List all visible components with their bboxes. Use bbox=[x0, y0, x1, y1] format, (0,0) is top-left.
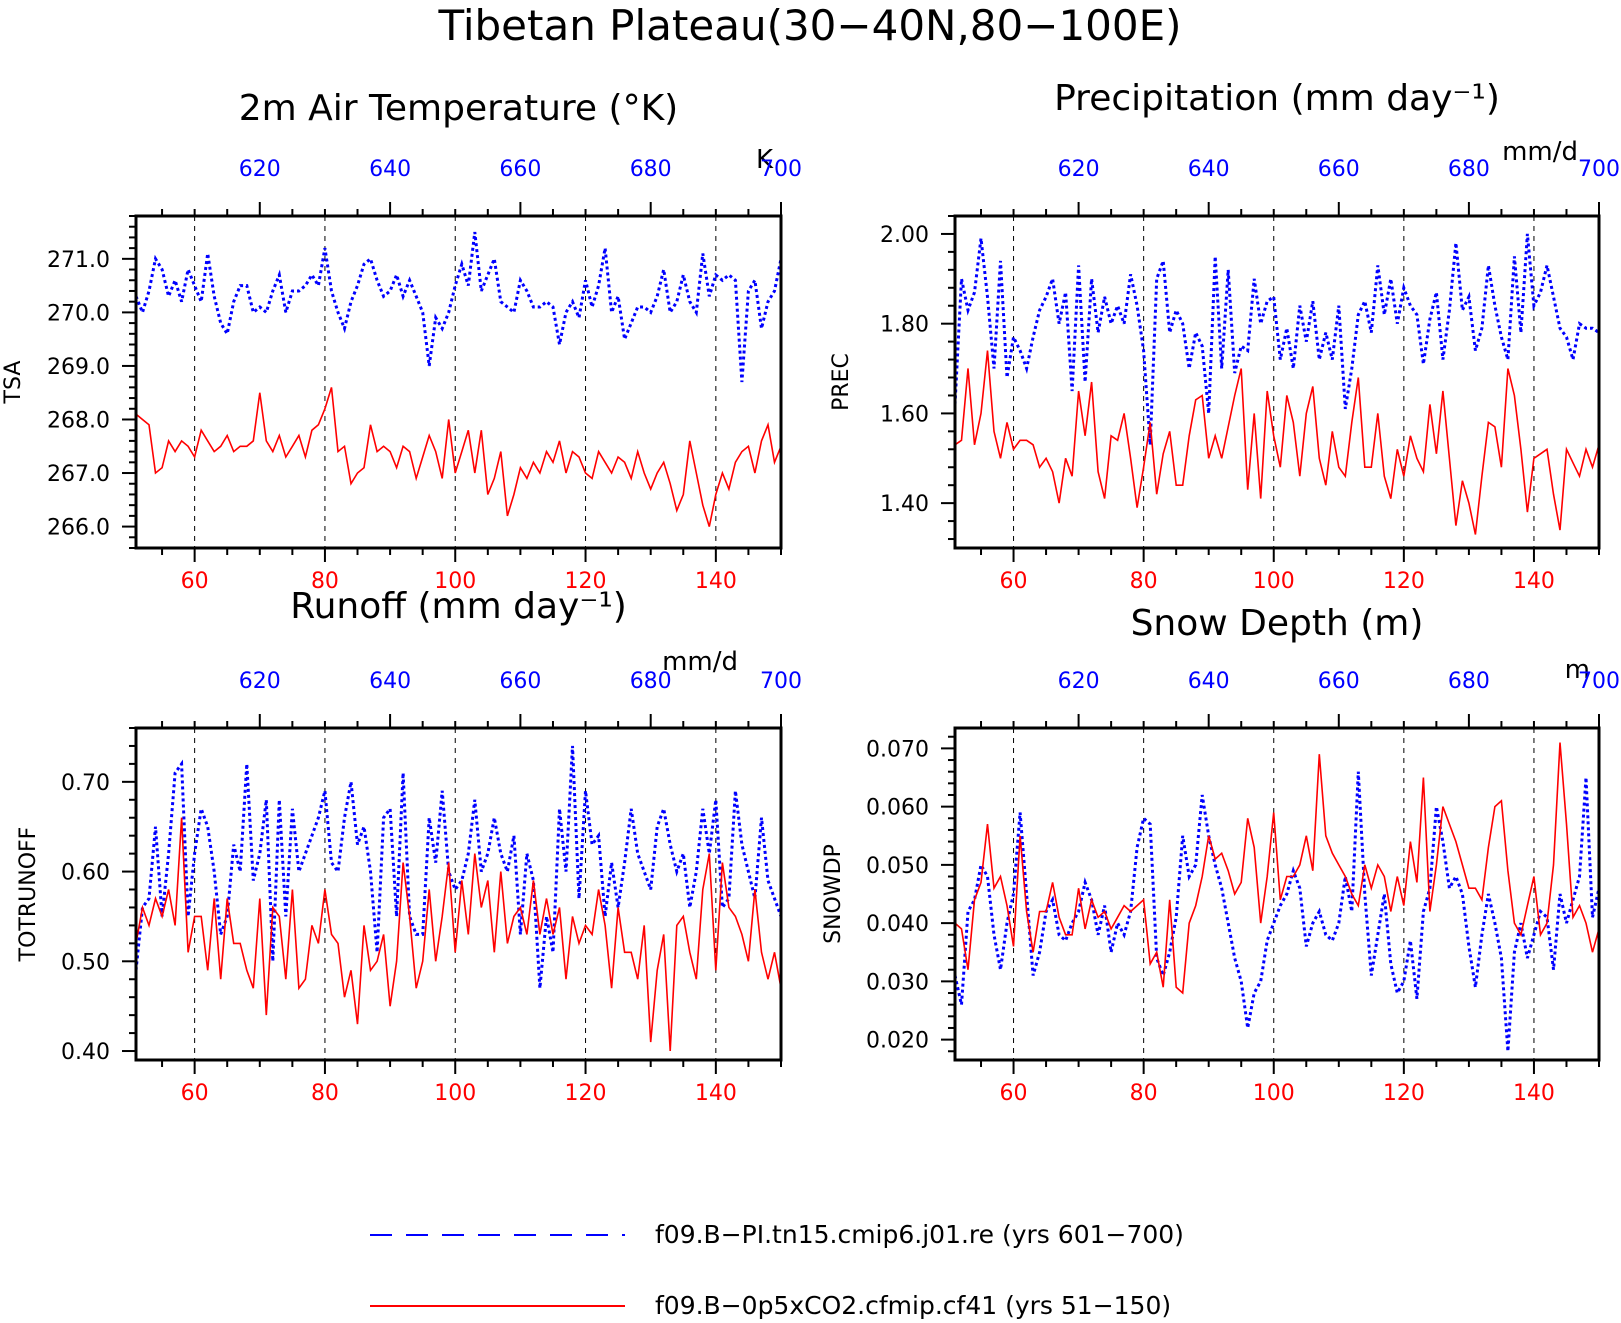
panel-title: Snow Depth (m) bbox=[1131, 603, 1424, 644]
panel-title: Runoff (mm day⁻¹) bbox=[290, 586, 627, 627]
x-tick-label-top: 620 bbox=[1058, 669, 1100, 694]
panel-air-temperature: 2m Air Temperature (°K) K TSA 60 80 100 120 140… bbox=[1, 88, 802, 594]
x-tick-label-top: 640 bbox=[369, 669, 411, 694]
x-tick-label-bottom: 80 bbox=[311, 569, 339, 594]
legend: f09.B−PI.tn15.cmip6.j01.re (yrs 601−700)… bbox=[370, 1220, 1184, 1320]
y-tick-label: 0.70 bbox=[61, 771, 110, 796]
x-tick-label-top: 660 bbox=[499, 157, 541, 182]
x-tick-label-bottom: 80 bbox=[311, 1081, 339, 1106]
y-tick-label: 0.060 bbox=[866, 796, 929, 821]
y-tick-label: 0.40 bbox=[61, 1040, 110, 1065]
x-tick-label-bottom: 140 bbox=[695, 1081, 737, 1106]
series-line-red bbox=[135, 387, 782, 527]
y-tick-label: 1.60 bbox=[880, 402, 929, 427]
x-tick-label-top: 700 bbox=[760, 157, 802, 182]
x-tick-label-bottom: 60 bbox=[181, 1081, 209, 1106]
x-tick-label-bottom: 140 bbox=[695, 569, 737, 594]
x-tick-label-top: 640 bbox=[369, 157, 411, 182]
units-label: mm/d bbox=[1502, 137, 1578, 167]
series-line-red bbox=[954, 742, 1600, 995]
y-tick-label: 0.050 bbox=[866, 854, 929, 879]
plot-frame bbox=[953, 214, 1601, 550]
x-tick-label-bottom: 140 bbox=[1513, 569, 1555, 594]
y-tick-label: 268.0 bbox=[47, 408, 110, 433]
plot-frame bbox=[953, 726, 1601, 1062]
series-line-blue bbox=[953, 233, 1600, 445]
x-tick-label-bottom: 100 bbox=[434, 569, 476, 594]
y-axis-label: SNOWDP bbox=[821, 844, 846, 944]
y-tick-label: 0.50 bbox=[61, 950, 110, 975]
y-tick-label: 270.0 bbox=[47, 301, 110, 326]
legend-blue-label: f09.B−PI.tn15.cmip6.j01.re (yrs 601−700) bbox=[655, 1220, 1184, 1249]
y-tick-label: 1.40 bbox=[880, 492, 929, 517]
series-line-blue bbox=[134, 745, 783, 989]
x-tick-label-top: 660 bbox=[499, 669, 541, 694]
x-tick-label-top: 700 bbox=[760, 669, 802, 694]
x-tick-label-bottom: 100 bbox=[434, 1081, 476, 1106]
y-tick-label: 0.040 bbox=[866, 912, 929, 937]
series-line-blue bbox=[953, 771, 1601, 1052]
x-tick-label-top: 680 bbox=[1448, 669, 1490, 694]
x-tick-label-top: 660 bbox=[1318, 157, 1360, 182]
x-tick-label-top: 640 bbox=[1188, 157, 1230, 182]
x-tick-label-bottom: 100 bbox=[1253, 1081, 1295, 1106]
x-tick-label-bottom: 80 bbox=[1130, 569, 1158, 594]
y-tick-label: 0.070 bbox=[866, 737, 929, 762]
y-tick-label: 267.0 bbox=[47, 462, 110, 487]
page-title: Tibetan Plateau(30−40N,80−100E) bbox=[437, 1, 1181, 50]
y-tick-label: 0.60 bbox=[61, 861, 110, 886]
y-tick-label: 1.80 bbox=[880, 313, 929, 338]
x-tick-label-bottom: 60 bbox=[1000, 1081, 1028, 1106]
plot-frame bbox=[134, 726, 783, 1062]
x-tick-label-bottom: 60 bbox=[1000, 569, 1028, 594]
x-tick-label-bottom: 100 bbox=[1253, 569, 1295, 594]
x-tick-label-top: 680 bbox=[630, 157, 672, 182]
x-tick-label-bottom: 120 bbox=[1383, 1081, 1425, 1106]
series-line-blue bbox=[134, 231, 783, 383]
y-axis-label: TOTRUNOFF bbox=[16, 827, 41, 963]
panel-runoff: Runoff (mm day⁻¹) mm/d TOTRUNOFF 60 80 100 120… bbox=[16, 586, 802, 1106]
y-axis-label: TSA bbox=[1, 361, 26, 405]
panel-title: 2m Air Temperature (°K) bbox=[239, 88, 678, 129]
plot-frame bbox=[134, 214, 783, 550]
x-tick-label-bottom: 120 bbox=[1383, 569, 1425, 594]
series-line-red bbox=[954, 350, 1600, 535]
x-tick-label-top: 620 bbox=[239, 157, 281, 182]
y-tick-label: 266.0 bbox=[47, 516, 110, 541]
x-tick-label-top: 620 bbox=[239, 669, 281, 694]
x-tick-label-top: 680 bbox=[1448, 157, 1490, 182]
x-tick-label-top: 680 bbox=[630, 669, 672, 694]
y-tick-label: 2.00 bbox=[880, 223, 929, 248]
units-label: m bbox=[1565, 655, 1590, 685]
x-tick-label-bottom: 120 bbox=[565, 569, 607, 594]
y-tick-label: 271.0 bbox=[47, 248, 110, 273]
panel-precipitation: Precipitation (mm day⁻¹)mm/d PREC 60 80 100 1… bbox=[829, 78, 1620, 594]
panel-snow-depth: Snow Depth (m) m SNOWDP 60 80 100 120 140 620 640… bbox=[821, 603, 1620, 1106]
units-label: K bbox=[756, 145, 774, 175]
x-tick-label-top: 620 bbox=[1058, 157, 1100, 182]
x-tick-label-top: 700 bbox=[1578, 669, 1620, 694]
y-tick-label: 0.020 bbox=[866, 1029, 929, 1054]
x-tick-label-top: 700 bbox=[1578, 157, 1620, 182]
series-line-red bbox=[135, 817, 782, 1052]
x-tick-label-bottom: 60 bbox=[181, 569, 209, 594]
y-axis-label: PREC bbox=[829, 353, 854, 411]
x-tick-label-bottom: 140 bbox=[1513, 1081, 1555, 1106]
y-tick-label: 0.030 bbox=[866, 970, 929, 995]
units-label: mm/d bbox=[662, 647, 738, 677]
legend-red-label: f09.B−0p5xCO2.cfmip.cf41 (yrs 51−150) bbox=[655, 1291, 1171, 1320]
y-tick-label: 269.0 bbox=[47, 355, 110, 380]
x-tick-label-top: 660 bbox=[1318, 669, 1360, 694]
panel-title: Precipitation (mm day⁻¹) bbox=[1054, 78, 1500, 119]
x-tick-label-bottom: 80 bbox=[1130, 1081, 1158, 1106]
x-tick-label-top: 640 bbox=[1188, 669, 1230, 694]
x-tick-label-bottom: 120 bbox=[565, 1081, 607, 1106]
